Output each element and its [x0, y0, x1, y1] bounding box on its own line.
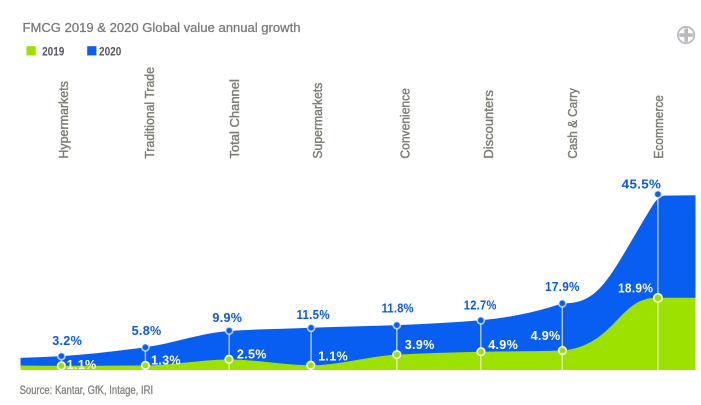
- svg-text:Ecommerce: Ecommerce: [652, 95, 666, 159]
- svg-text:45.5%: 45.5%: [622, 177, 662, 191]
- svg-text:1.1%: 1.1%: [318, 349, 348, 363]
- svg-text:4.9%: 4.9%: [531, 329, 561, 343]
- svg-text:3.9%: 3.9%: [405, 338, 435, 352]
- svg-text:5.8%: 5.8%: [132, 324, 162, 338]
- svg-text:12.7%: 12.7%: [464, 299, 497, 313]
- svg-text:Convenience: Convenience: [398, 88, 412, 159]
- svg-text:3.2%: 3.2%: [52, 334, 82, 348]
- svg-text:Traditional Trade: Traditional Trade: [143, 67, 157, 159]
- svg-text:Supermarkets: Supermarkets: [311, 83, 325, 159]
- svg-text:Hypermarkets: Hypermarkets: [57, 81, 71, 159]
- svg-text:1.1%: 1.1%: [67, 358, 97, 372]
- svg-text:FMCG 2019 & 2020 Global value: FMCG 2019 & 2020 Global value annual gro…: [23, 21, 301, 35]
- svg-text:11.8%: 11.8%: [382, 302, 414, 316]
- svg-text:1.3%: 1.3%: [151, 353, 181, 367]
- svg-text:2020: 2020: [99, 44, 122, 58]
- svg-text:18.9%: 18.9%: [618, 282, 653, 296]
- svg-text:17.9%: 17.9%: [545, 280, 580, 294]
- svg-text:2.5%: 2.5%: [237, 348, 267, 362]
- svg-text:4.9%: 4.9%: [488, 338, 518, 352]
- svg-text:2019: 2019: [42, 44, 64, 58]
- svg-text:11.5%: 11.5%: [297, 308, 330, 322]
- svg-text:Discounters: Discounters: [482, 90, 496, 159]
- svg-text:Total Channel: Total Channel: [228, 79, 242, 159]
- svg-text:Cash & Carry: Cash & Carry: [566, 87, 580, 158]
- svg-text:9.9%: 9.9%: [212, 311, 242, 325]
- svg-text:Source: Kantar, GfK, Intage, I: Source: Kantar, GfK, Intage, IRI: [20, 383, 154, 397]
